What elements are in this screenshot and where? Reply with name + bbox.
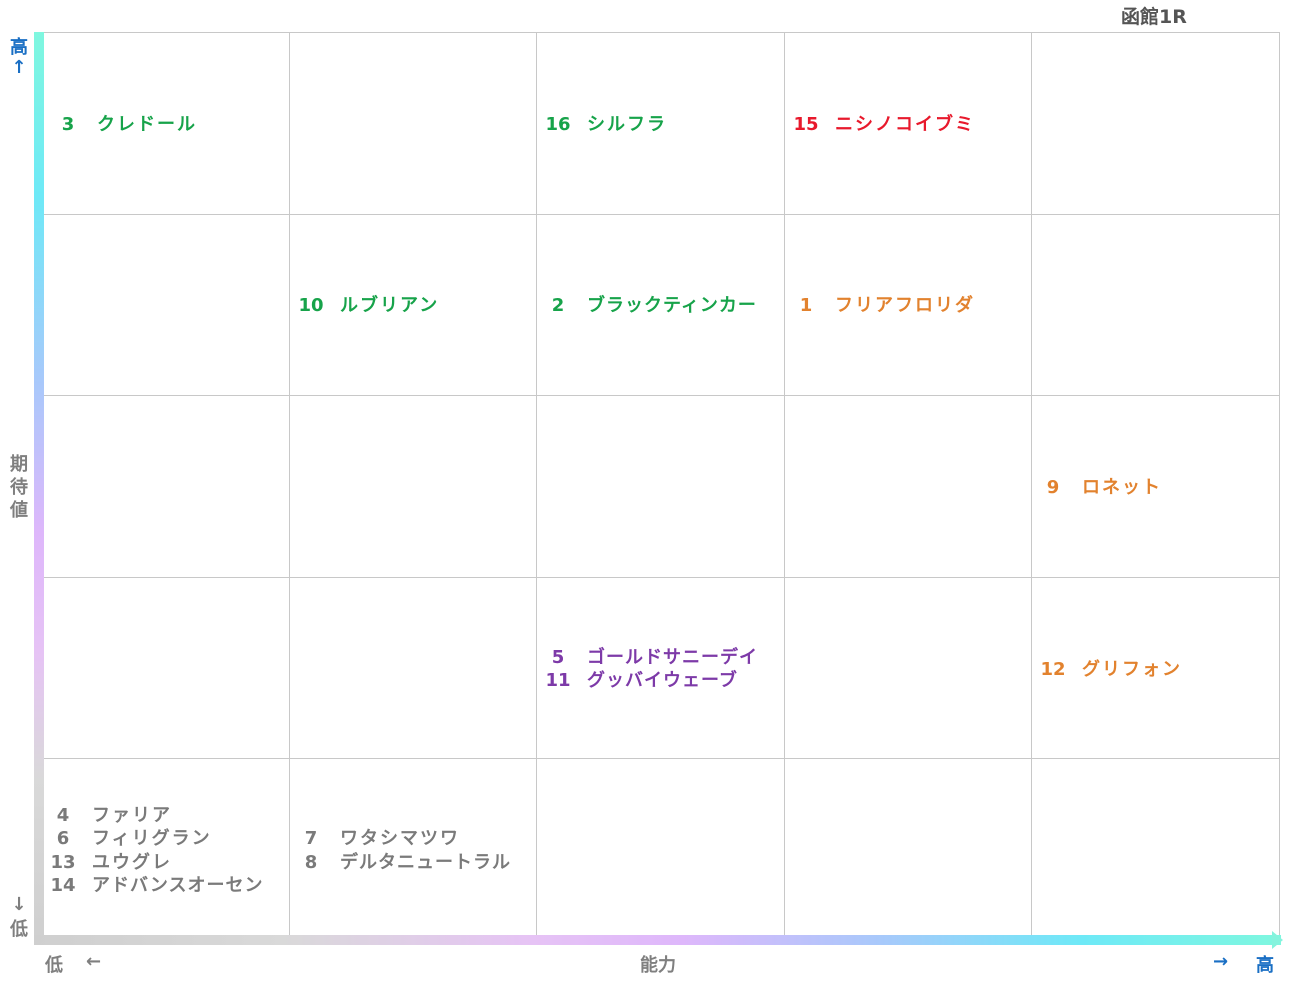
horse-entry: 16 シルフラ: [543, 113, 667, 136]
race-title: 函館1R: [1121, 6, 1187, 28]
grid-line: [42, 577, 1279, 578]
horse-number: 13: [50, 852, 76, 873]
grid-line: [42, 214, 1279, 215]
horse-number: 16: [545, 114, 571, 135]
horse-entry: 10 ルブリアン: [296, 294, 439, 317]
x-axis-low-label: 低: [45, 955, 63, 976]
horse-number: 10: [298, 295, 324, 316]
y-axis-low-label: 低: [10, 919, 28, 940]
horse-name: ファリア: [92, 805, 172, 826]
horse-number: 7: [304, 828, 318, 849]
y-axis-label-3: 値: [10, 500, 28, 521]
horse-name: フィリグラン: [92, 828, 212, 849]
horse-number: 5: [551, 647, 565, 668]
horse-name: クレドール: [97, 114, 197, 135]
horse-entry: 5 ゴールドサニーデイ: [543, 646, 758, 669]
horse-number: 9: [1046, 477, 1060, 498]
horse-name: グッバイウェーブ: [587, 670, 738, 691]
horse-name: ブラックティンカー: [587, 295, 757, 316]
grid-line: [42, 758, 1279, 759]
horse-number: 3: [61, 114, 75, 135]
horse-entry: 9 ロネット: [1038, 476, 1162, 499]
arrow-right-icon: →: [1213, 951, 1229, 972]
grid-line: [536, 33, 537, 939]
horse-entry: 4 ファリア: [48, 804, 172, 827]
horse-number: 12: [1040, 659, 1066, 680]
x-axis-label: 能力: [640, 955, 676, 976]
horse-name: ニシノコイブミ: [835, 114, 975, 135]
horse-entry: 6 フィリグラン: [48, 827, 212, 850]
horse-number: 11: [545, 670, 571, 691]
horse-entry: 15 ニシノコイブミ: [791, 113, 975, 136]
grid-line: [1031, 33, 1032, 939]
horse-entry: 3 クレドール: [53, 113, 197, 136]
grid-line: [42, 395, 1279, 396]
horse-number: 15: [793, 114, 819, 135]
horse-entry: 2 ブラックティンカー: [543, 294, 757, 317]
x-axis-high-label: 高: [1256, 955, 1274, 976]
horse-number: 14: [50, 875, 76, 896]
horse-name: シルフラ: [587, 114, 667, 135]
horse-entry: 8 デルタニュートラル: [296, 851, 511, 874]
horse-name: ロネット: [1082, 477, 1162, 498]
horse-entry: 1 フリアフロリダ: [791, 294, 975, 317]
horse-number: 8: [304, 852, 318, 873]
y-axis-label-2: 待: [10, 477, 28, 498]
horse-name: ゴールドサニーデイ: [587, 647, 758, 668]
horse-name: グリフォン: [1082, 659, 1182, 680]
horse-name: ルブリアン: [340, 295, 440, 316]
horse-number: 6: [56, 828, 70, 849]
arrow-down-icon: ↓: [11, 894, 27, 915]
horse-entry: 13 ユウグレ: [48, 851, 172, 874]
arrow-up-icon: ↑: [11, 57, 27, 78]
arrow-left-icon: ←: [86, 951, 102, 972]
y-axis-label-1: 期: [10, 454, 28, 475]
horse-name: アドバンスオーセン: [92, 875, 264, 896]
chart-grid: [42, 32, 1280, 939]
horse-entry: 12 グリフォン: [1038, 658, 1182, 681]
horse-entry: 14 アドバンスオーセン: [48, 874, 264, 897]
y-axis-high-label: 高: [10, 37, 28, 58]
x-axis-arrowhead: [1272, 931, 1283, 949]
grid-line: [784, 33, 785, 939]
horse-name: フリアフロリダ: [835, 295, 975, 316]
y-axis-bar: [34, 32, 44, 944]
horse-name: デルタニュートラル: [340, 852, 511, 873]
x-axis-bar: [34, 935, 1281, 945]
horse-number: 2: [551, 295, 565, 316]
horse-entry: 11 グッバイウェーブ: [543, 669, 738, 692]
horse-name: ユウグレ: [92, 852, 172, 873]
horse-number: 1: [799, 295, 813, 316]
horse-number: 4: [56, 805, 70, 826]
horse-entry: 7 ワタシマツワ: [296, 827, 460, 850]
grid-line: [289, 33, 290, 939]
horse-name: ワタシマツワ: [340, 828, 460, 849]
